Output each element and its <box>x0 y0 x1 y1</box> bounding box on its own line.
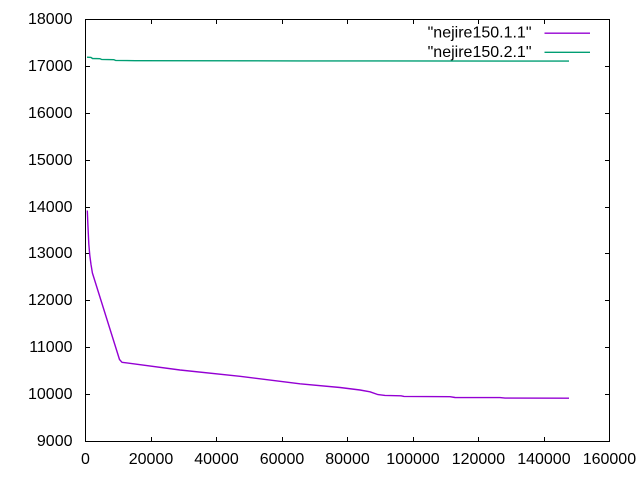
svg-text:40000: 40000 <box>194 451 239 468</box>
svg-text:12000: 12000 <box>28 292 73 309</box>
svg-text:0: 0 <box>81 451 90 468</box>
svg-text:60000: 60000 <box>260 451 305 468</box>
svg-text:13000: 13000 <box>28 245 73 262</box>
svg-text:160000: 160000 <box>583 451 636 468</box>
svg-text:14000: 14000 <box>28 199 73 216</box>
svg-text:9000: 9000 <box>37 433 73 450</box>
svg-text:100000: 100000 <box>386 451 439 468</box>
svg-text:15000: 15000 <box>28 152 73 169</box>
svg-text:11000: 11000 <box>29 339 72 356</box>
svg-text:140000: 140000 <box>517 451 570 468</box>
svg-text:16000: 16000 <box>28 105 73 122</box>
svg-text:17000: 17000 <box>28 58 73 75</box>
svg-text:"nejire150.2.1": "nejire150.2.1" <box>428 44 532 61</box>
svg-text:"nejire150.1.1": "nejire150.1.1" <box>428 25 532 42</box>
svg-text:10000: 10000 <box>28 386 73 403</box>
svg-text:18000: 18000 <box>28 11 73 28</box>
svg-text:20000: 20000 <box>129 451 174 468</box>
svg-text:80000: 80000 <box>325 451 370 468</box>
svg-text:120000: 120000 <box>452 451 505 468</box>
